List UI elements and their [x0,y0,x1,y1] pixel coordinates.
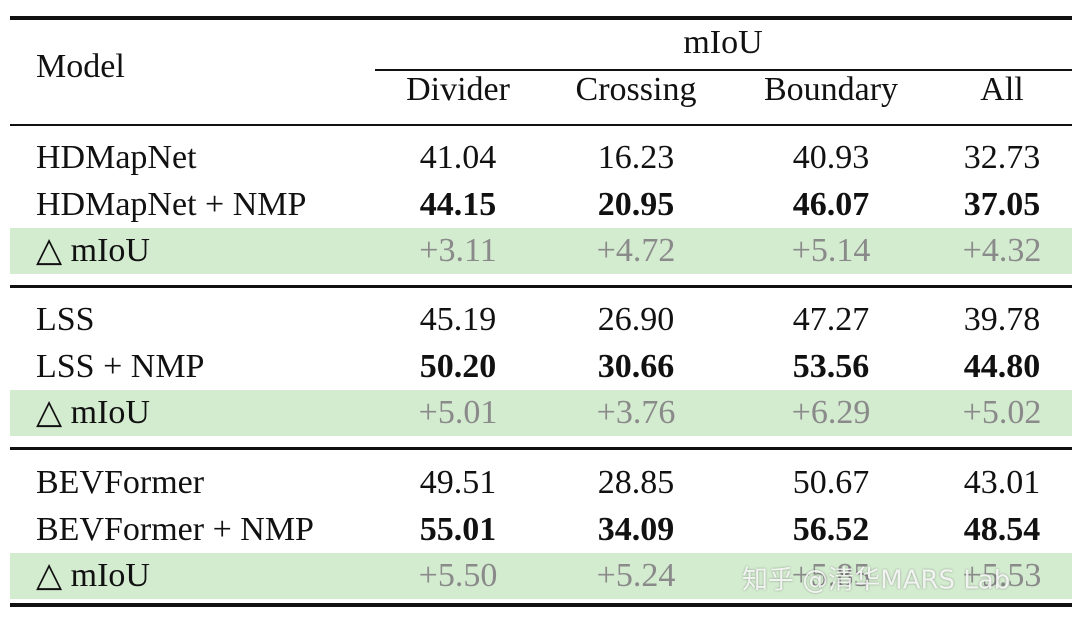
group-rule [10,447,1072,450]
cell-value: 32.73 [963,139,1041,176]
cell-value: 55.01 [419,510,497,548]
group-rule [375,69,1072,71]
model-name: HDMapNet [36,139,197,176]
cell-value: 40.93 [792,139,870,176]
cell-value: +5.14 [791,232,871,269]
header-rule [10,124,1072,126]
model-name: △ mIoU [36,232,150,269]
cell-value: +3.76 [596,394,676,431]
cell-value: 50.67 [792,464,870,501]
cell-value: +4.32 [962,232,1042,269]
column-header: Crossing [575,71,697,108]
cell-value: 44.15 [419,185,497,223]
watermark: 知乎 @清华MARS Lab [742,565,1011,596]
cell-value: 49.51 [419,464,497,501]
cell-value: 44.80 [963,347,1041,385]
top-rule [10,16,1072,20]
model-name: BEVFormer + NMP [36,510,314,548]
model-name: △ mIoU [36,394,150,431]
model-name: △ mIoU [36,557,150,594]
delta-band [10,390,1072,436]
column-header: All [980,71,1024,108]
cell-value: 34.09 [597,510,675,548]
bottom-rule [10,603,1072,607]
cell-value: +5.85 [791,557,871,594]
cell-value: 50.20 [419,347,497,385]
cell-value: +6.29 [791,394,871,431]
group-header: mIoU [683,24,763,61]
cell-value: 26.90 [597,301,675,338]
model-name: HDMapNet + NMP [36,185,307,223]
column-header: Divider [406,71,510,108]
cell-value: 43.01 [963,464,1041,501]
cell-value: 45.19 [419,301,497,338]
cell-value: +5.24 [596,557,676,594]
cell-value: +5.50 [418,557,498,594]
cell-value: 20.95 [597,185,675,223]
cell-value: +4.72 [596,232,676,269]
cell-value: +5.02 [962,394,1042,431]
model-header: Model [36,48,125,85]
cell-value: +3.11 [419,232,497,269]
group-rule [10,285,1072,288]
cell-value: 53.56 [792,347,870,385]
cell-value: 37.05 [963,185,1041,223]
model-name: LSS [36,301,95,338]
cell-value: +5.53 [962,557,1042,594]
model-name: LSS + NMP [36,347,205,385]
cell-value: 47.27 [792,301,870,338]
cell-value: +5.01 [418,394,498,431]
cell-value: 56.52 [792,510,870,548]
cell-value: 16.23 [597,139,675,176]
cell-value: 28.85 [597,464,675,501]
model-name: BEVFormer [36,464,205,501]
column-header: Boundary [763,71,899,108]
delta-band [10,553,1072,599]
cell-value: 46.07 [792,185,870,223]
cell-value: 41.04 [419,139,497,176]
delta-band [10,228,1072,274]
cell-value: 39.78 [963,301,1041,338]
cell-value: 30.66 [597,347,675,385]
cell-value: 48.54 [963,510,1041,548]
